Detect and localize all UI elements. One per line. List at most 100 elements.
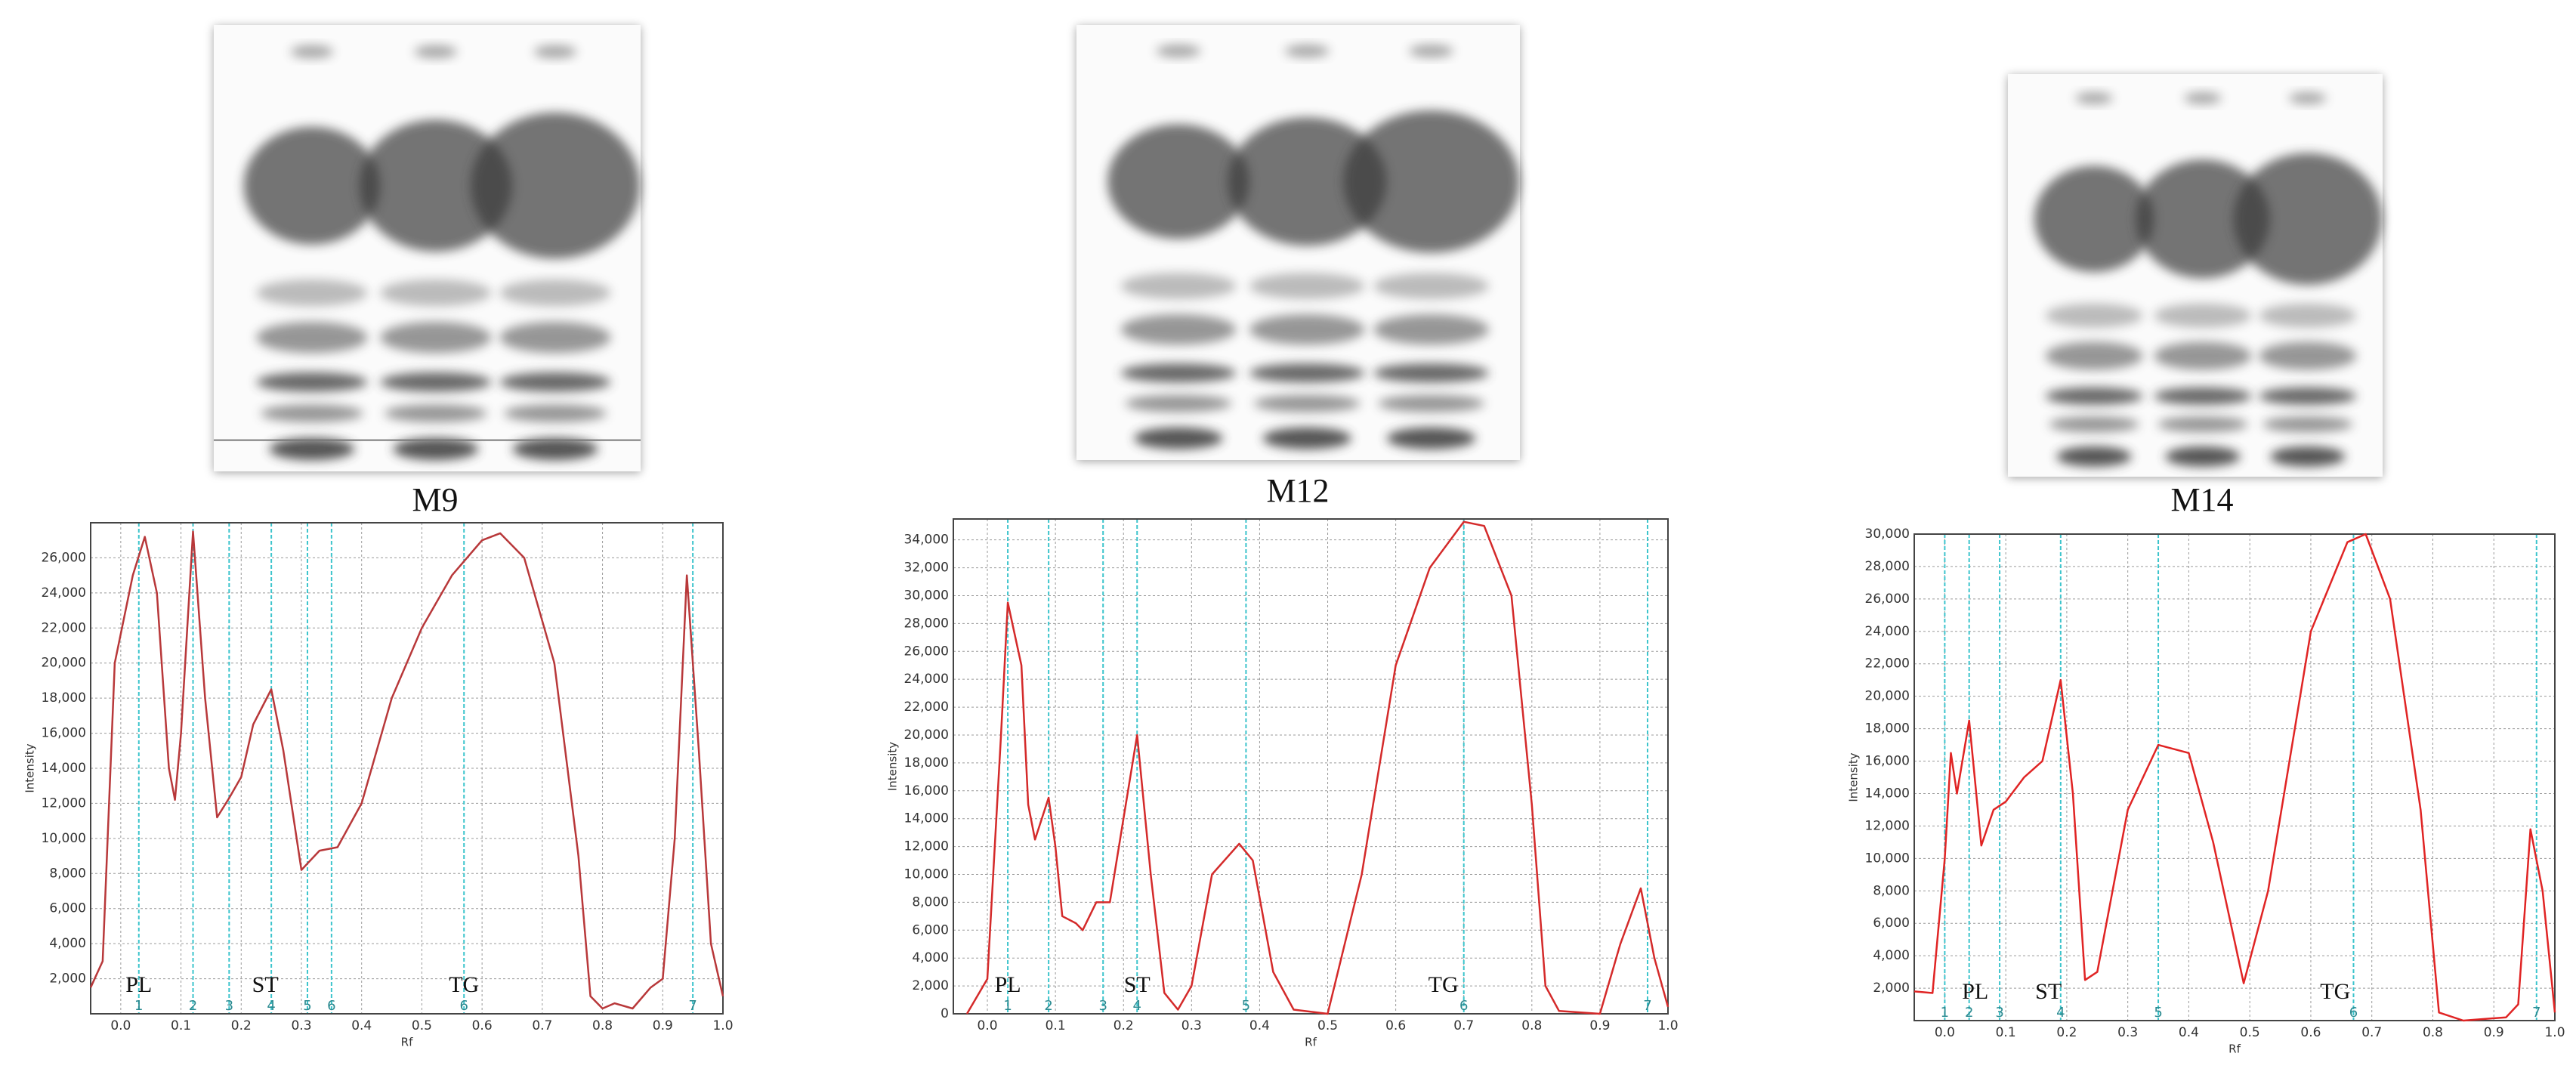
tlc-spot (1249, 363, 1365, 383)
y-tick-label: 30,000 (904, 588, 949, 603)
tlc-spot (504, 404, 607, 422)
peak-annotation: PL (125, 972, 152, 997)
tlc-spot (1249, 273, 1365, 299)
tlc-spot (1409, 44, 1453, 58)
tlc-spot (1378, 394, 1485, 412)
y-tick-label: 2,000 (1873, 981, 1910, 996)
tlc-spot (359, 119, 513, 252)
peak-annotation: ST (2035, 979, 2062, 1004)
tlc-spot (470, 113, 641, 259)
tlc-spot (1156, 44, 1201, 58)
panel: M14 2,000 4,000 6,000 8,000 10,000 12,000 14,00… (1847, 74, 2565, 1056)
y-tick-label: 2,000 (912, 978, 949, 993)
tlc-spot (1386, 427, 1476, 449)
x-tick-label: 0.6 (2300, 1025, 2321, 1040)
x-tick-label: 0.7 (2361, 1025, 2382, 1040)
plot-area (953, 519, 1668, 1014)
band-label: 6 (460, 998, 468, 1014)
y-tick-label: 16,000 (42, 726, 86, 741)
tlc-spot (380, 279, 492, 307)
x-tick-label: 0.9 (1589, 1018, 1610, 1033)
tlc-spot (2289, 91, 2327, 104)
tlc-spot (2259, 341, 2357, 370)
band-label: 1 (134, 998, 143, 1014)
panel: M12 0 2,000 4,000 6,000 8,000 10,000 12,000 14,0… (886, 25, 1679, 1049)
x-tick-label: 0.7 (1453, 1018, 1474, 1033)
tlc-spot (2154, 303, 2252, 328)
tlc-spot (2045, 387, 2143, 406)
tlc-spot (1134, 427, 1223, 449)
panel-caption: M14 (2170, 481, 2233, 518)
tlc-spot (2157, 416, 2248, 433)
y-tick-label: 10,000 (42, 831, 86, 846)
x-tick-label: 0.6 (1385, 1018, 1406, 1033)
x-axis-label: Rf (2229, 1042, 2241, 1056)
band-label: 7 (1643, 998, 1651, 1014)
x-tick-label: 0.5 (2240, 1025, 2260, 1040)
band-label: 5 (1242, 998, 1250, 1014)
x-tick-label: 0.1 (171, 1018, 191, 1033)
tlc-spot (499, 322, 611, 354)
x-tick-label: 0.4 (2179, 1025, 2199, 1040)
x-axis-label: Rf (401, 1036, 413, 1049)
x-axis-label: Rf (1305, 1036, 1317, 1049)
tlc-spot (1120, 273, 1237, 299)
x-tick-label: 0.9 (653, 1018, 673, 1033)
tlc-spot (393, 437, 479, 461)
tlc-spot (243, 126, 381, 245)
x-tick-label: 1.0 (712, 1018, 733, 1033)
tlc-spot (2154, 387, 2252, 406)
y-tick-label: 4,000 (912, 950, 949, 965)
tlc-spot (290, 45, 334, 59)
band-label: 5 (2154, 1005, 2162, 1021)
y-tick-label: 26,000 (1865, 592, 1910, 607)
tlc-spot (1343, 110, 1520, 253)
x-tick-label: 0.2 (1113, 1018, 1134, 1033)
plot-frame (953, 518, 1669, 1015)
y-tick-label: 12,000 (42, 795, 86, 811)
y-tick-label: 28,000 (904, 616, 949, 631)
tlc-spot (2034, 165, 2154, 273)
x-tick-label: 0.0 (110, 1018, 131, 1033)
y-tick-label: 34,000 (904, 533, 949, 548)
plot-frame (90, 522, 724, 1015)
x-tick-label: 0.9 (2484, 1025, 2504, 1040)
tlc-spot (380, 372, 492, 392)
band-label: 3 (1995, 1005, 2003, 1021)
y-tick-label: 16,000 (1865, 754, 1910, 769)
y-tick-label: 22,000 (1865, 656, 1910, 672)
peak-annotation: TG (449, 972, 479, 997)
tlc-spot (2233, 153, 2383, 286)
band-label: 6 (2349, 1005, 2358, 1021)
y-tick-label: 14,000 (1865, 786, 1910, 801)
tlc-spot (1249, 314, 1365, 345)
tlc-spot (2045, 303, 2143, 328)
y-tick-label: 30,000 (1865, 527, 1910, 542)
y-tick-label: 0 (941, 1006, 949, 1021)
panel: M9 2,000 4,000 6,000 8,000 10,000 12,000 14,000… (23, 25, 734, 1049)
tlc-spot (2270, 446, 2346, 467)
tlc-spot (385, 404, 487, 422)
band-label: 1 (1941, 1005, 1949, 1021)
tlc-spot (1262, 427, 1351, 449)
intensity-line (89, 530, 724, 1010)
tlc-spot (256, 372, 368, 392)
tlc-spot (1125, 394, 1232, 412)
x-tick-label: 1.0 (2544, 1025, 2565, 1040)
y-tick-label: 18,000 (1865, 721, 1910, 737)
tlc-spot (1228, 117, 1387, 246)
tlc-spot (2259, 303, 2357, 328)
band-label: 3 (1098, 998, 1107, 1014)
y-tick-label: 18,000 (904, 755, 949, 771)
x-tick-label: 0.3 (2117, 1025, 2138, 1040)
x-tick-label: 0.8 (2423, 1025, 2443, 1040)
y-tick-label: 6,000 (912, 922, 949, 937)
y-tick-label: 22,000 (42, 620, 86, 635)
intensity-line (1913, 533, 2556, 1022)
y-tick-label: 22,000 (904, 700, 949, 715)
tlc-spot (414, 45, 458, 59)
y-tick-label: 24,000 (42, 585, 86, 601)
tlc-spot (1373, 314, 1489, 345)
y-tick-label: 14,000 (42, 761, 86, 776)
